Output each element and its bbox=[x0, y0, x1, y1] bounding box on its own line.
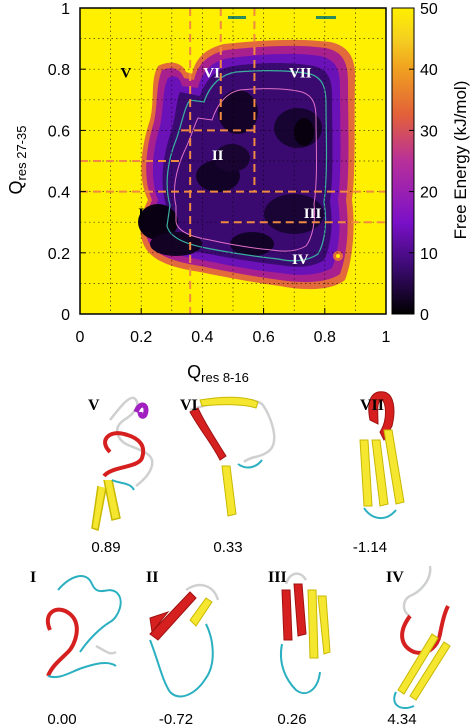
structure-V-yellow bbox=[91, 479, 121, 531]
contour-pink bbox=[173, 88, 317, 252]
x-tick-label: 0.6 bbox=[252, 329, 274, 346]
region-label-I: I bbox=[138, 206, 144, 222]
structure-III-gray bbox=[284, 572, 308, 585]
structure-VI-red bbox=[189, 407, 227, 461]
structure-II bbox=[149, 583, 220, 698]
colorbar-tick-label: 40 bbox=[420, 62, 438, 79]
colorbar-label: Free Energy (kJ/mol) bbox=[451, 81, 470, 240]
colorbar-tick-label: 30 bbox=[420, 123, 438, 140]
structure-I-red bbox=[46, 607, 79, 677]
basin-VI bbox=[218, 90, 258, 134]
y-tick-label: 0.8 bbox=[48, 62, 70, 79]
structure-label-III: III bbox=[268, 569, 287, 586]
structure-II-yellow bbox=[189, 597, 213, 627]
structure-I bbox=[46, 575, 122, 678]
structure-VI-yellow bbox=[199, 396, 259, 517]
structure-value-V: 0.89 bbox=[91, 539, 120, 556]
region-label-VI: VI bbox=[203, 65, 220, 81]
region-label-II: II bbox=[212, 148, 224, 164]
y-tick-label: 0.6 bbox=[48, 123, 70, 140]
basin-bottom bbox=[230, 232, 274, 256]
structure-value-II: -0.72 bbox=[159, 711, 193, 728]
structure-IV-yellow bbox=[397, 633, 451, 701]
structure-value-VI: 0.33 bbox=[213, 539, 242, 556]
region-label-IV: IV bbox=[292, 252, 309, 268]
structure-III bbox=[280, 572, 331, 695]
side-spot-core bbox=[336, 254, 340, 258]
contour-teal bbox=[166, 70, 328, 262]
x-tick-label: 0 bbox=[76, 329, 85, 346]
x-tick-label: 0.2 bbox=[130, 329, 152, 346]
structure-IV-coil bbox=[402, 565, 432, 618]
colorbar-tick-label: 0 bbox=[420, 307, 429, 324]
structure-III-yellow bbox=[307, 589, 331, 659]
structure-IV-teal bbox=[393, 691, 415, 710]
structure-II-coil bbox=[149, 623, 214, 698]
structure-value-III: 0.26 bbox=[277, 711, 306, 728]
structure-value-IV: 4.34 bbox=[387, 711, 416, 728]
structure-VII-red bbox=[368, 391, 395, 442]
structure-III-red bbox=[281, 583, 307, 641]
structure-VII-yellow bbox=[359, 429, 405, 507]
y-tick-label: 0.4 bbox=[48, 185, 70, 202]
y-tick-label: 0.2 bbox=[48, 246, 70, 263]
basin-II-b bbox=[214, 144, 250, 172]
y-axis-ticks: 0 0.2 0.4 0.6 0.8 1 bbox=[48, 1, 86, 324]
y-tick-label: 0 bbox=[61, 307, 70, 324]
structure-label-II: II bbox=[146, 569, 158, 586]
structure-VII bbox=[359, 391, 405, 519]
top-spot-1 bbox=[228, 16, 246, 19]
structure-label-V: V bbox=[88, 397, 100, 414]
x-tick-label: 1 bbox=[382, 329, 391, 346]
structure-IV bbox=[393, 565, 451, 710]
colorbar-ticks: 0 10 20 30 40 50 bbox=[409, 1, 438, 324]
x-axis-ticks: 0 0.2 0.4 0.6 0.8 1 bbox=[76, 308, 391, 346]
colorbar-tick-label: 50 bbox=[420, 1, 438, 18]
structure-I-tail bbox=[47, 661, 117, 678]
structure-VI-teal bbox=[237, 459, 263, 469]
structure-label-I: I bbox=[30, 569, 36, 586]
basin-I-lower bbox=[150, 232, 202, 256]
y-axis-label: Qres 27-35 bbox=[6, 126, 29, 195]
y-tick-label: 1 bbox=[61, 1, 70, 18]
basin-III bbox=[264, 194, 324, 234]
structure-panels: V 0.89 VI 0.33 VII -1.14 I 0.00 II -0.72 III 0.26 IV… bbox=[30, 391, 451, 728]
grid-lines bbox=[80, 8, 386, 314]
structure-III-coil bbox=[280, 643, 321, 695]
colorbar-gradient bbox=[391, 7, 415, 315]
plot-frame bbox=[79, 7, 387, 315]
structure-V-teal bbox=[111, 479, 135, 491]
structure-V bbox=[91, 396, 154, 531]
top-spot-2 bbox=[316, 16, 336, 19]
structure-value-I: 0.00 bbox=[47, 711, 76, 728]
structure-II-red bbox=[149, 591, 197, 641]
structure-V-red bbox=[102, 431, 146, 478]
region-label-VII: VII bbox=[289, 65, 312, 81]
region-label-V: V bbox=[120, 65, 131, 81]
structure-I-gray bbox=[95, 644, 117, 655]
structure-II-gray bbox=[185, 583, 220, 601]
structure-label-VI: VI bbox=[180, 397, 198, 414]
structure-VII-teal bbox=[363, 507, 397, 519]
structure-VI bbox=[189, 396, 276, 517]
x-tick-label: 0.8 bbox=[314, 329, 336, 346]
colorbar: 0 10 20 30 40 50 Free Energy (kJ/mol) bbox=[391, 1, 470, 324]
structure-label-IV: IV bbox=[386, 569, 404, 586]
structure-V-helix bbox=[133, 402, 149, 419]
region-label-III: III bbox=[304, 206, 322, 222]
structure-label-VII: VII bbox=[360, 397, 384, 414]
divider-lines bbox=[80, 8, 386, 314]
x-tick-label: 0.4 bbox=[191, 329, 213, 346]
x-axis-label: Qres 8-16 bbox=[187, 362, 249, 385]
structure-labels: V 0.89 VI 0.33 VII -1.14 I 0.00 II -0.72 III 0.26 IV… bbox=[30, 397, 417, 728]
structure-value-VII: -1.14 bbox=[353, 539, 387, 556]
basin-VII-core bbox=[294, 118, 314, 146]
colorbar-tick-label: 10 bbox=[420, 246, 438, 263]
structure-I-coil bbox=[57, 575, 122, 653]
colorbar-tick-label: 20 bbox=[420, 185, 438, 202]
energy-landscape bbox=[138, 16, 356, 290]
